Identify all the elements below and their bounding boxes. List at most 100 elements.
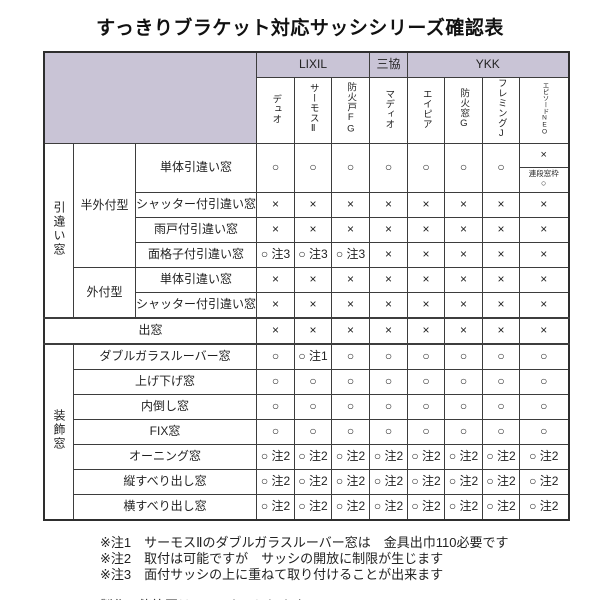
result-cell: ○ — [482, 368, 521, 395]
result-cell: ○ — [519, 343, 570, 370]
result-cell: ○ 注2 — [519, 468, 570, 495]
result-cell: × — [331, 191, 371, 218]
row-label: 縦すべり出し窓 — [72, 468, 258, 495]
footnote-2: ※注2 取付は可能ですが サッシの開放に制限が生じます — [100, 550, 444, 566]
result-cell: ○ 注2 — [482, 443, 521, 470]
result-cell: × — [369, 266, 409, 293]
product-boukamado-g: 防火窓G — [444, 77, 484, 144]
result-cell: × — [407, 191, 446, 218]
row-label: 単体引違い窓 — [134, 142, 258, 193]
result-cell: ○ — [294, 418, 333, 445]
result-cell: ○ 注2 — [369, 493, 409, 521]
result-cell: × — [482, 316, 521, 345]
result-cell: ○ 注2 — [444, 493, 484, 521]
result-cell: ○ — [444, 393, 484, 420]
result-cell: × — [444, 241, 484, 268]
maker-sankyo: 三協 — [369, 51, 409, 78]
result-cell: ○ — [444, 368, 484, 395]
subgroup-label-sotozuke: 外付型 — [73, 266, 136, 319]
group-label-soushoku: 装飾窓 — [43, 343, 74, 521]
footnote-3: ※注3 面付サッシの上に重ねて取り付けることが出来ます — [100, 566, 444, 582]
result-cell: ○ 注2 — [331, 468, 371, 495]
table-row: 上げ下げ窓 ○ ○ ○ ○ ○ ○ ○ ○ — [44, 368, 570, 395]
row-label: 単体引違い窓 — [134, 266, 258, 293]
result-cell: ○ — [444, 418, 484, 445]
page-title: すっきりブラケット対応サッシシリーズ確認表 — [96, 18, 504, 39]
row-label: ダブルガラスルーバー窓 — [72, 343, 258, 370]
result-cell: ○ 注2 — [444, 468, 484, 495]
result-cell: × — [519, 191, 570, 218]
result-cell: ○ — [369, 368, 409, 395]
result-cell: × — [519, 291, 570, 319]
table-row: オーニング窓 ○ 注2 ○ 注2 ○ 注2 ○ 注2 ○ 注2 ○ 注2 ○ 注… — [44, 443, 570, 470]
product-duo: デュオ — [256, 77, 296, 144]
result-cell: × — [482, 266, 521, 293]
maker-lixil: LIXIL — [256, 51, 371, 78]
split-note: 連段窓枠 — [528, 169, 559, 179]
row-label: シャッター付引違い窓 — [134, 291, 258, 319]
result-cell: ○ 注3 — [256, 241, 296, 268]
table-row: 雨戸付引違い窓 × × × × × × × × — [44, 216, 570, 243]
row-label: 出窓 — [43, 316, 258, 345]
result-cell: ○ — [519, 368, 570, 395]
result-cell: × — [407, 266, 446, 293]
result-cell: ○ — [256, 343, 296, 370]
group-label-hikichigai: 引違い窓 — [43, 142, 74, 319]
result-cell: × — [294, 291, 333, 319]
result-cell: × — [444, 291, 484, 319]
result-cell: × — [331, 266, 371, 293]
result-cell: ○ 注2 — [294, 468, 333, 495]
result-cell: × — [331, 291, 371, 319]
result-cell: ○ 注2 — [519, 443, 570, 470]
result-cell: ○ — [407, 418, 446, 445]
result-cell: ○ 注2 — [407, 443, 446, 470]
result-cell: ○ — [519, 393, 570, 420]
result-cell: ○ 注2 — [407, 493, 446, 521]
result-cell: ○ — [482, 142, 521, 193]
row-label: 面格子付引違い窓 — [134, 241, 258, 268]
result-cell: ○ — [331, 393, 371, 420]
result-cell: ○ — [256, 142, 296, 193]
result-cell: × — [369, 191, 409, 218]
result-cell: ○ 注2 — [256, 443, 296, 470]
result-cell: ○ — [369, 418, 409, 445]
table-row: シャッター付引違い窓 × × × × × × × × — [44, 191, 570, 218]
result-cell: ○ 注3 — [331, 241, 371, 268]
result-cell: ○ 注1 — [294, 343, 333, 370]
table-row: 内倒し窓 ○ ○ ○ ○ ○ ○ ○ ○ — [44, 393, 570, 420]
result-cell: ○ — [407, 142, 446, 193]
row-label: オーニング窓 — [72, 443, 258, 470]
result-cell: × — [369, 216, 409, 243]
row-label: 内倒し窓 — [72, 393, 258, 420]
result-cell: ○ — [444, 142, 484, 193]
result-cell: ○ 注2 — [369, 468, 409, 495]
maker-ykk: YKK — [407, 51, 570, 78]
result-cell: × — [519, 241, 570, 268]
result-cell: 連段窓枠 ○ — [521, 168, 568, 192]
result-cell: ○ — [256, 393, 296, 420]
result-cell: ○ 注2 — [256, 468, 296, 495]
result-cell: × — [294, 216, 333, 243]
result-cell: × — [407, 291, 446, 319]
result-cell: ○ 注2 — [256, 493, 296, 521]
result-cell: ○ 注2 — [331, 443, 371, 470]
footnote-1: ※注1 サーモスⅡのダブルガラスルーバー窓は 金具出巾110必要です — [100, 534, 509, 550]
result-cell: × — [482, 191, 521, 218]
product-fleming-j: フレミングJ — [482, 77, 521, 144]
result-cell: ○ 注3 — [294, 241, 333, 268]
result-cell: × — [331, 316, 371, 345]
product-boukado-fg: 防火戸FG — [331, 77, 371, 144]
table-row: シャッター付引違い窓 × × × × × × × × — [44, 291, 570, 319]
result-cell: × — [444, 191, 484, 218]
table-row: 縦すべり出し窓 ○ 注2 ○ 注2 ○ 注2 ○ 注2 ○ 注2 ○ 注2 ○ … — [44, 468, 570, 495]
result-cell: ○ 注2 — [331, 493, 371, 521]
row-label: 雨戸付引違い窓 — [134, 216, 258, 243]
split-mark: ○ — [541, 178, 547, 189]
result-cell: × — [407, 316, 446, 345]
product-thermos2: サーモスⅡ — [294, 77, 333, 144]
product-episode-neo: エピソードNEO — [519, 77, 570, 144]
product-apia: エイピア — [407, 77, 446, 144]
row-label: 上げ下げ窓 — [72, 368, 258, 395]
row-label: シャッター付引違い窓 — [134, 191, 258, 218]
